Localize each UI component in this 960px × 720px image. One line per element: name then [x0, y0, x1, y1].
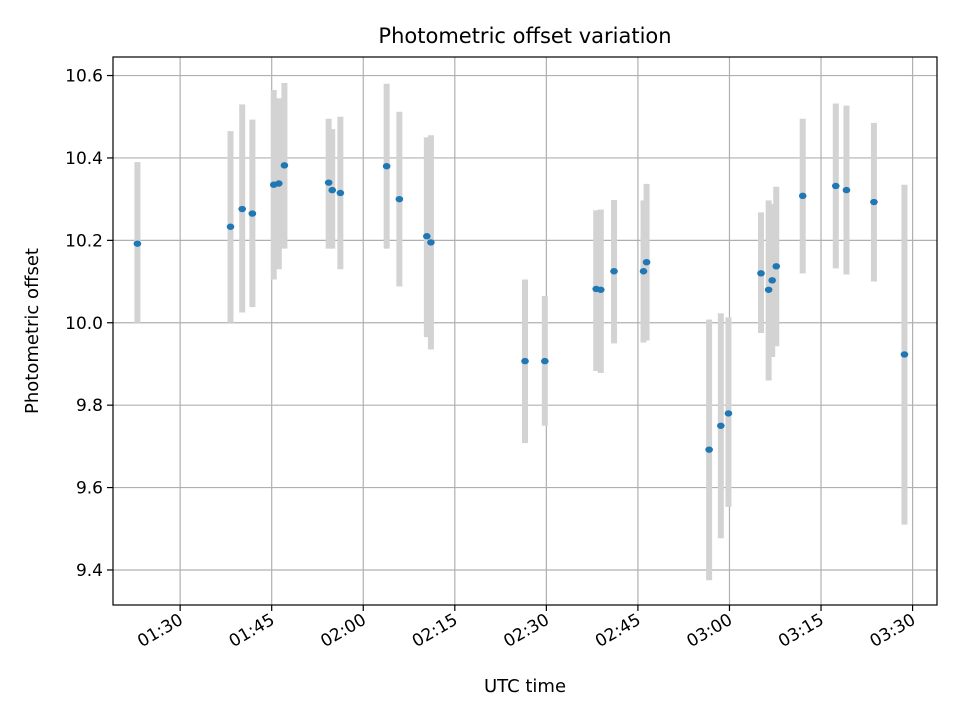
data-points [133, 162, 909, 453]
x-tick-label: 03:15 [775, 610, 827, 652]
data-point [842, 186, 851, 194]
x-tick-label: 02:45 [592, 610, 644, 652]
data-point [717, 422, 725, 429]
x-tick-label: 03:30 [867, 610, 919, 652]
data-point [831, 182, 840, 190]
x-tick-label: 02:15 [409, 610, 461, 652]
data-point [798, 192, 807, 200]
plot-frame [112, 56, 938, 606]
data-point [248, 210, 257, 217]
y-axis-ticks: 9.4 9.6 9.8 10.0 10.2 10.4 10.6 [65, 67, 113, 581]
y-tick-label: 10.4 [65, 149, 103, 169]
data-point [324, 179, 333, 186]
data-point [768, 277, 776, 284]
data-point [521, 357, 529, 365]
data-point [705, 446, 713, 453]
chart-title: Photometric offset variation [378, 24, 671, 48]
data-point [772, 263, 781, 270]
data-point [275, 180, 283, 187]
y-tick-label: 9.6 [76, 479, 103, 499]
data-point [870, 198, 878, 206]
data-point [382, 162, 391, 170]
x-tick-label: 02:00 [317, 610, 369, 652]
data-point [900, 351, 909, 358]
data-point [427, 239, 435, 246]
data-point [757, 270, 765, 277]
x-tick-label: 03:00 [684, 610, 736, 652]
data-point [328, 186, 337, 194]
data-point [133, 240, 142, 247]
data-point [610, 268, 618, 275]
y-axis-label: Photometric offset [22, 248, 43, 414]
x-tick-label: 01:45 [226, 610, 278, 652]
y-tick-label: 9.8 [76, 396, 103, 416]
y-tick-label: 10.6 [65, 67, 103, 87]
x-tick-label: 01:30 [134, 610, 186, 652]
data-point [642, 258, 651, 266]
x-axis-ticks: 01:30 01:45 02:00 02:15 02:30 02:45 03:00 03:15… [134, 605, 919, 652]
data-point [238, 205, 246, 213]
data-point [596, 286, 605, 293]
y-tick-label: 10.2 [65, 231, 103, 251]
data-point [639, 268, 648, 275]
data-point [541, 357, 549, 365]
y-tick-label: 10.0 [65, 314, 103, 334]
data-point [280, 162, 289, 169]
data-point [226, 223, 235, 230]
data-point [336, 189, 345, 197]
y-tick-label: 9.4 [76, 561, 103, 581]
data-point [764, 286, 773, 293]
data-point [724, 410, 733, 417]
x-axis-label: UTC time [484, 676, 566, 697]
x-tick-label: 02:30 [500, 610, 552, 652]
data-point [395, 195, 404, 203]
data-point [423, 233, 431, 240]
